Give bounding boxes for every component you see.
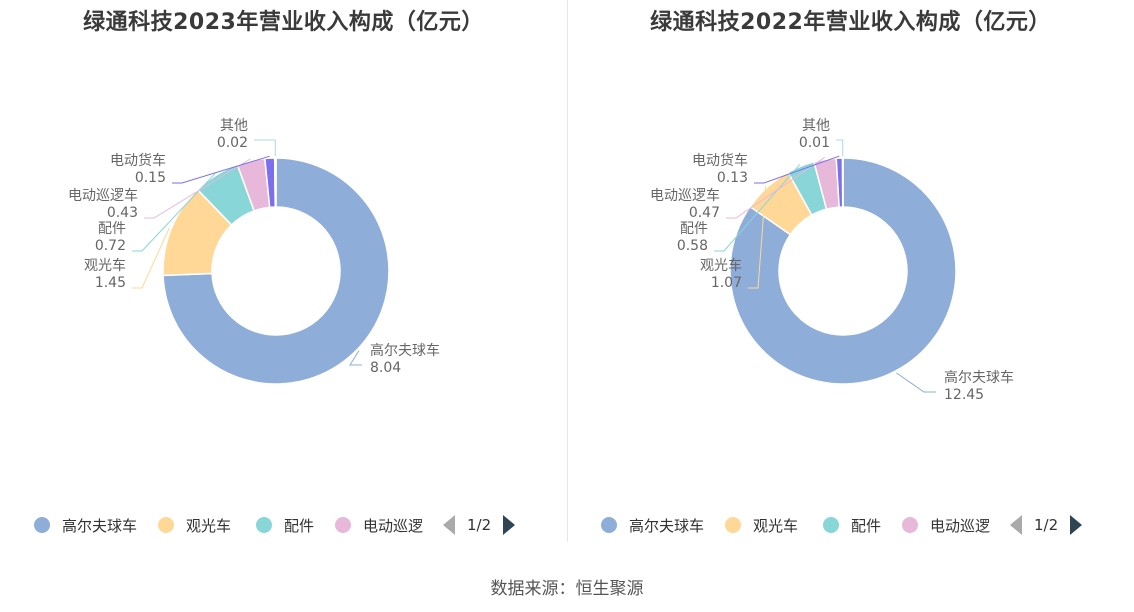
pie-slice-0[interactable] xyxy=(162,157,390,385)
slice-value-label: 8.04 xyxy=(370,360,401,376)
label-leader-line xyxy=(254,139,276,157)
slice-category-label: 电动巡逻车 xyxy=(650,187,720,204)
legend-label: 配件 xyxy=(851,516,882,535)
pie-slice-0[interactable] xyxy=(729,157,957,385)
legend-label: 高尔夫球车 xyxy=(62,516,138,535)
label-leader-line xyxy=(836,139,844,157)
chart-panel-2023: 绿通科技2023年营业收入构成（亿元） 高尔夫球车 8.04 观光车 1.45 配件 0.… xyxy=(0,0,567,560)
chart-title: 绿通科技2023年营业收入构成（亿元） xyxy=(83,10,484,35)
legend-item[interactable]: 电动巡逻 xyxy=(902,514,990,536)
slice-value-label: 0.58 xyxy=(677,238,708,254)
label-leader-line xyxy=(754,155,840,184)
legend-marker-icon xyxy=(158,517,174,533)
slice-category-label: 高尔夫球车 xyxy=(944,369,1014,386)
label-leader-line xyxy=(172,155,270,184)
legend-marker-icon xyxy=(601,517,617,533)
legend-marker-icon xyxy=(823,517,839,533)
slice-value-label: 0.02 xyxy=(217,135,248,151)
legend-page-indicator: 1/2 xyxy=(1034,516,1059,534)
slice-category-label: 其他 xyxy=(220,118,248,134)
label-leader-line xyxy=(748,185,767,289)
legend-label: 观光车 xyxy=(753,516,799,535)
chart-panel-2022: 绿通科技2022年营业收入构成（亿元） 高尔夫球车 12.45 观光车 1.07 配件 0… xyxy=(567,0,1134,560)
arrow-right-icon[interactable] xyxy=(1070,515,1083,535)
slice-category-label: 配件 xyxy=(98,221,126,237)
slice-value-label: 0.01 xyxy=(799,135,830,151)
slice-category-label: 观光车 xyxy=(700,257,742,274)
legend-pager: 1/2 xyxy=(443,514,516,536)
arrow-right-icon[interactable] xyxy=(503,515,516,535)
slice-category-label: 配件 xyxy=(680,221,708,237)
legend-marker-icon xyxy=(725,517,741,533)
chart-title: 绿通科技2022年营业收入构成（亿元） xyxy=(650,10,1051,35)
legend-marker-icon xyxy=(34,517,50,533)
slice-category-label: 观光车 xyxy=(84,257,126,274)
legend-item[interactable]: 电动巡逻 xyxy=(335,514,423,536)
slice-category-label: 电动货车 xyxy=(692,152,748,169)
legend-label: 观光车 xyxy=(186,516,232,535)
label-leader-line xyxy=(726,157,825,219)
legend-item[interactable]: 高尔夫球车 xyxy=(34,514,137,536)
legend-label: 配件 xyxy=(284,516,315,535)
legend-label: 高尔夫球车 xyxy=(629,516,705,535)
label-leader-line xyxy=(896,372,936,393)
slice-category-label: 高尔夫球车 xyxy=(370,342,440,359)
label-leader-line xyxy=(132,173,216,252)
legend-item[interactable]: 配件 xyxy=(256,514,314,536)
slice-category-label: 电动货车 xyxy=(110,152,166,169)
legend-item[interactable]: 配件 xyxy=(823,514,881,536)
chart-legend: 高尔夫球车 观光车 配件 电动巡逻 1/2 xyxy=(567,512,1134,538)
slice-value-label: 1.45 xyxy=(95,275,126,291)
label-leader-line xyxy=(349,350,362,366)
legend-label: 电动巡逻 xyxy=(363,516,424,535)
label-leader-line xyxy=(714,164,801,252)
legend-label: 电动巡逻 xyxy=(930,516,991,535)
legend-item[interactable]: 观光车 xyxy=(158,514,231,536)
legend-marker-icon xyxy=(902,517,918,533)
slice-value-label: 0.47 xyxy=(689,205,720,221)
label-leader-line xyxy=(132,227,170,289)
slice-value-label: 0.43 xyxy=(107,205,138,221)
slice-value-label: 0.13 xyxy=(717,170,748,186)
panel-divider xyxy=(567,0,568,542)
legend-pager: 1/2 xyxy=(1010,514,1083,536)
pie-slice-5[interactable] xyxy=(273,157,277,208)
slice-value-label: 12.45 xyxy=(944,387,984,403)
label-leader-line xyxy=(144,158,251,219)
legend-page-indicator: 1/2 xyxy=(467,516,492,534)
arrow-left-icon[interactable] xyxy=(443,515,455,535)
slice-value-label: 1.07 xyxy=(711,275,742,291)
legend-item[interactable]: 高尔夫球车 xyxy=(601,514,704,536)
slice-category-label: 电动巡逻车 xyxy=(68,187,138,204)
legend-marker-icon xyxy=(256,517,272,533)
arrow-left-icon[interactable] xyxy=(1010,515,1022,535)
chart-legend: 高尔夫球车 观光车 配件 电动巡逻 1/2 xyxy=(0,512,567,538)
slice-value-label: 0.15 xyxy=(135,170,166,186)
legend-marker-icon xyxy=(335,517,351,533)
slice-value-label: 0.72 xyxy=(95,238,126,254)
slice-category-label: 其他 xyxy=(802,118,830,134)
data-source-note: 数据来源：恒生聚源 xyxy=(490,579,644,599)
legend-item[interactable]: 观光车 xyxy=(725,514,798,536)
